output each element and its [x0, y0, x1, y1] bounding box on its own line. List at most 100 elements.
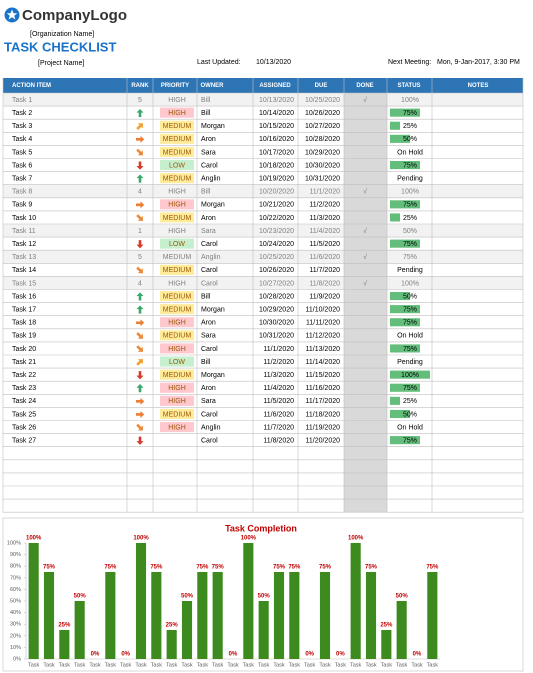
- value-label: 75%: [273, 565, 286, 571]
- action-item: Task 20: [12, 346, 36, 353]
- table-header-bg: [3, 78, 523, 93]
- rank-arrow: [136, 436, 144, 445]
- owner: Aron: [201, 385, 216, 392]
- x-tick-label: Task: [381, 662, 393, 668]
- action-item: Task 5: [12, 149, 32, 156]
- value-label: 100%: [133, 536, 149, 542]
- owner: Morgan: [201, 372, 225, 379]
- value-label: 100%: [241, 536, 257, 542]
- rank: 4: [138, 189, 142, 196]
- assigned: 11/2/2020: [263, 359, 294, 366]
- status: 75%: [403, 346, 417, 353]
- x-tick-label: Task: [74, 662, 86, 668]
- x-tick-label: Task: [43, 662, 55, 668]
- rank-arrow: [136, 135, 145, 143]
- y-tick-label: 80%: [10, 564, 21, 570]
- status: 25%: [403, 123, 417, 130]
- y-tick-label: 30%: [10, 622, 21, 628]
- done-row-bg: [387, 93, 523, 107]
- next-meeting-label: Next Meeting:: [388, 59, 431, 66]
- rank-arrow: [136, 332, 143, 339]
- x-tick-label: Task: [243, 662, 255, 668]
- priority: MEDIUM: [163, 136, 192, 143]
- assigned: 10/16/2020: [259, 136, 294, 143]
- assigned: 10/25/2020: [259, 254, 294, 261]
- status-bar: [390, 292, 410, 301]
- owner: Carol: [201, 346, 218, 353]
- priority: MEDIUM: [163, 293, 192, 300]
- status: 75%: [403, 437, 417, 444]
- column-header: RANK: [131, 83, 149, 89]
- bar: [105, 572, 116, 659]
- action-item: Task 16: [12, 293, 36, 300]
- column-header: PRIORITY: [161, 83, 189, 89]
- x-tick-label: Task: [28, 662, 40, 668]
- action-item: Task 14: [12, 267, 36, 274]
- action-item: Task 13: [12, 254, 36, 261]
- done-row-bg: [3, 184, 344, 198]
- status: 50%: [403, 411, 417, 418]
- priority: MEDIUM: [163, 123, 192, 130]
- owner: Sara: [201, 228, 216, 235]
- priority-bg: [160, 173, 194, 184]
- priority-bg: [160, 146, 194, 157]
- done-check: √: [363, 227, 367, 235]
- done-check: √: [363, 279, 367, 287]
- assigned: 10/31/2020: [259, 333, 294, 340]
- column-header: ACTION ITEM: [12, 83, 51, 89]
- chart-title: Task Completion: [225, 523, 297, 533]
- due: 11/6/2020: [309, 254, 340, 261]
- status: 100%: [401, 372, 419, 379]
- assigned: 11/3/2020: [263, 372, 294, 379]
- due: 11/4/2020: [309, 228, 340, 235]
- value-label: 25%: [380, 623, 393, 629]
- bar: [350, 543, 361, 659]
- value-label: 0%: [305, 652, 314, 658]
- owner: Carol: [201, 162, 218, 169]
- status: 75%: [403, 385, 417, 392]
- x-tick-label: Task: [365, 662, 377, 668]
- priority-bg: [160, 422, 194, 433]
- status: 75%: [403, 110, 417, 117]
- owner: Sara: [201, 398, 216, 405]
- due: 11/13/2020: [305, 346, 340, 353]
- due: 11/2/2020: [309, 202, 340, 209]
- assigned: 11/4/2020: [263, 385, 294, 392]
- x-tick-label: Task: [181, 662, 193, 668]
- priority: MEDIUM: [163, 306, 192, 313]
- owner: Bill: [201, 97, 211, 104]
- value-label: 25%: [166, 623, 179, 629]
- action-item: Task 8: [12, 189, 32, 196]
- priority: HIGH: [168, 398, 186, 405]
- assigned: 11/6/2020: [263, 411, 294, 418]
- status-bar: [390, 121, 400, 130]
- x-tick-label: Task: [227, 662, 239, 668]
- priority-bg: [160, 107, 194, 118]
- due: 11/10/2020: [305, 306, 340, 313]
- rank-arrow: [136, 371, 144, 380]
- status-bar: [390, 318, 420, 327]
- action-item: Task 6: [12, 162, 32, 169]
- x-tick-label: Task: [105, 662, 117, 668]
- priority-bg: [160, 199, 194, 210]
- assigned: 11/7/2020: [263, 424, 294, 431]
- action-item: Task 10: [12, 215, 36, 222]
- priority: HIGH: [168, 110, 186, 117]
- owner: Anglin: [201, 424, 221, 431]
- assigned: 10/23/2020: [259, 228, 294, 235]
- rank: 5: [138, 254, 142, 261]
- rank-arrow: [136, 397, 145, 405]
- assigned: 11/8/2020: [263, 437, 294, 444]
- status-bar: [390, 134, 410, 143]
- logo-star: [6, 9, 18, 20]
- column-header: OWNER: [201, 83, 225, 89]
- rank-arrow: [136, 384, 144, 393]
- bar: [59, 630, 70, 659]
- due: 11/7/2020: [309, 267, 340, 274]
- bar: [43, 572, 55, 659]
- assigned: 11/5/2020: [263, 398, 294, 405]
- rank-arrow: [136, 161, 144, 170]
- rank: 4: [138, 280, 142, 287]
- priority-bg: [160, 356, 194, 367]
- priority: MEDIUM: [163, 175, 192, 182]
